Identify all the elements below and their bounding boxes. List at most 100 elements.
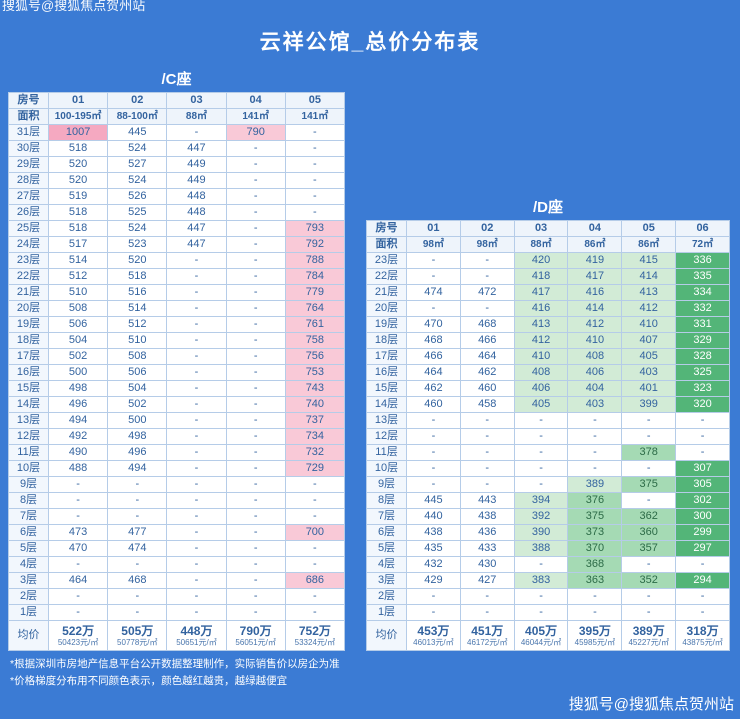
price-cell: 433 [459,540,515,557]
empty-price-cell: - [225,572,286,589]
price-cell: 430 [459,556,515,573]
price-cell: 527 [107,156,168,173]
price-cell: 429 [406,572,461,589]
avg-total-price: 405万 [525,623,558,638]
floor-label: 11层 [366,444,407,461]
empty-price-cell: - [406,444,461,461]
price-cell: 297 [675,540,730,557]
price-cell: 352 [621,572,677,589]
price-cell: 473 [47,524,109,541]
price-cell: 406 [567,364,623,381]
empty-price-cell: - [406,300,461,317]
floor-row: 17层 502 508- -756 [8,348,346,365]
unit-area-cell: 98㎡ [406,236,461,253]
floor-row: 21层 474 472 417 416 413 334 [366,284,730,301]
price-cell: 405 [621,348,677,365]
room-header-label: 房号 [8,92,49,109]
price-cell: 412 [567,316,623,333]
empty-price-cell: - [166,588,227,605]
empty-price-cell: - [225,396,286,413]
price-cell: 368 [567,556,623,573]
price-cell: 502 [47,348,109,365]
floor-row: 17层 466 464 410 408 405 328 [366,348,730,365]
floor-row: 23层 - -420 419 415 336 [366,252,730,269]
price-cell: 447 [166,220,227,237]
floor-label: 14层 [366,396,407,413]
price-cell: 436 [459,524,515,541]
price-cell: 323 [675,380,730,397]
floor-label: 8层 [366,492,407,509]
empty-price-cell: - [225,540,286,557]
area-row: 面积 98㎡ 98㎡ 88㎡ 86㎡ 86㎡ 72㎡ [366,236,730,253]
price-cell: 408 [513,364,569,381]
empty-price-cell: - [107,508,168,525]
unit-column-header: 02 [459,220,515,237]
price-cell: 488 [47,460,109,477]
empty-price-cell: - [166,124,227,141]
empty-price-cell: - [225,444,286,461]
empty-price-cell: - [459,300,515,317]
floor-label: 21层 [366,284,407,301]
price-cell: 466 [459,332,515,349]
unit-area-cell: 72㎡ [675,236,730,253]
floor-row: 3层 464 468- -686 [8,572,346,589]
price-cell: 764 [284,300,346,317]
empty-price-cell: - [225,588,286,605]
empty-price-cell: - [284,556,346,573]
floor-label: 6层 [8,524,49,541]
empty-price-cell: - [225,604,286,621]
price-cell: 325 [675,364,730,381]
price-cell: 756 [284,348,346,365]
area-header-label: 面积 [366,236,407,253]
empty-price-cell: - [406,460,461,477]
empty-price-cell: - [621,492,677,509]
floor-row: 16层 464 462 408 406 403 325 [366,364,730,381]
price-cell: 334 [675,284,730,301]
empty-price-cell: - [225,332,286,349]
price-cell: 403 [567,396,623,413]
price-cell: 417 [567,268,623,285]
empty-price-cell: - [284,156,346,173]
empty-price-cell: - [675,428,730,445]
price-cell: 510 [107,332,168,349]
empty-price-cell: - [406,588,461,605]
price-cell: 496 [47,396,109,413]
floor-row: 14层 496 502- -740 [8,396,346,413]
empty-price-cell: - [166,332,227,349]
floor-label: 4层 [366,556,407,573]
price-cell: 389 [567,476,623,493]
price-cell: 506 [107,364,168,381]
empty-price-cell: - [166,396,227,413]
avg-total-price: 451万 [471,623,504,638]
price-cell: 500 [107,412,168,429]
floor-row: 9层 - - - - - [8,476,346,493]
empty-price-cell: - [166,444,227,461]
empty-price-cell: - [459,252,515,269]
empty-price-cell: - [675,412,730,429]
price-cell: 419 [567,252,623,269]
unit-area-cell: 88㎡ [166,108,227,125]
empty-price-cell: - [406,604,461,621]
empty-price-cell: - [166,572,227,589]
floor-label: 15层 [8,380,49,397]
price-cell: 504 [107,380,168,397]
price-cell: 410 [513,348,569,365]
price-cell: 416 [513,300,569,317]
price-cell: 524 [107,172,168,189]
unit-column-header: 01 [47,92,109,109]
empty-price-cell: - [459,476,515,493]
floor-label: 22层 [8,268,49,285]
empty-price-cell: - [567,460,623,477]
floor-row: 18层 504 510- -758 [8,332,346,349]
price-cell: 1007 [47,124,109,141]
empty-price-cell: - [513,460,569,477]
price-cell: 360 [621,524,677,541]
floor-label: 20层 [8,300,49,317]
price-cell: 468 [459,316,515,333]
price-cell: 407 [621,332,677,349]
floor-label: 3层 [8,572,49,589]
price-cell: 468 [406,332,461,349]
empty-price-cell: - [107,476,168,493]
price-cell: 294 [675,572,730,589]
avg-price-cell: 752万 53324元/㎡ [284,620,346,651]
